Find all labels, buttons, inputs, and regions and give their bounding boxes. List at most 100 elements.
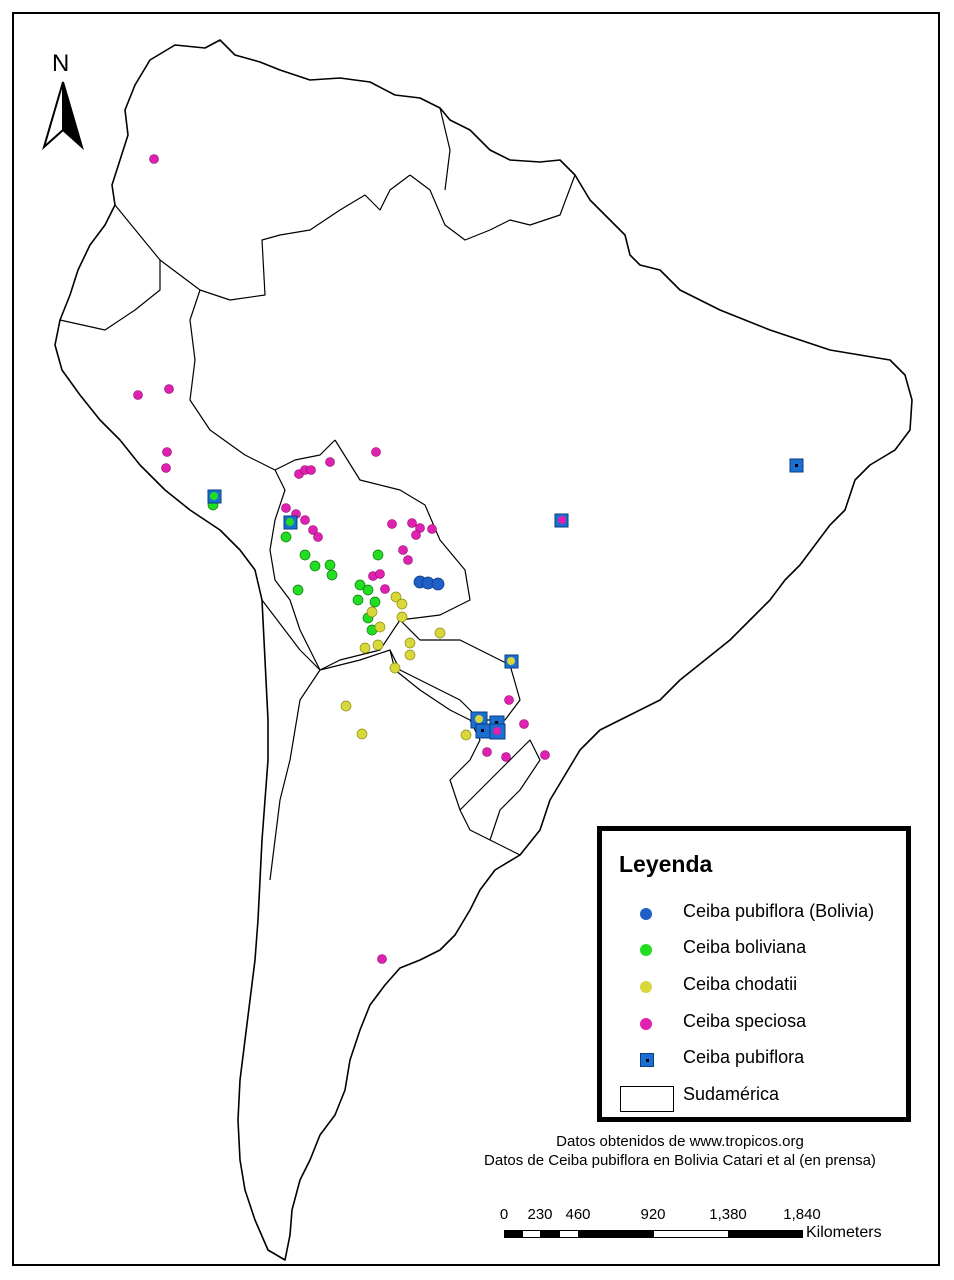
point-chodatii xyxy=(390,591,402,603)
south-america-outline xyxy=(54,39,913,1261)
credits-line-1: Datos obtenidos de www.tropicos.org xyxy=(556,1133,804,1150)
point-chodatii xyxy=(340,700,352,712)
points-ceiba-chodatii xyxy=(340,591,472,741)
point-chodatii xyxy=(404,637,416,649)
point-speciosa xyxy=(162,447,172,457)
point-speciosa xyxy=(540,750,550,760)
point-chodatii xyxy=(404,649,416,661)
square-pubiflora xyxy=(489,723,506,740)
point-pubiflora-bolivia xyxy=(431,577,445,591)
point-chodatii xyxy=(374,621,386,633)
point-chodatii xyxy=(396,611,408,623)
point-speciosa xyxy=(407,518,417,528)
point-chodatii xyxy=(356,728,368,740)
point-speciosa xyxy=(519,719,529,729)
point-speciosa xyxy=(482,747,492,757)
scale-segment xyxy=(522,1230,541,1238)
points-ceiba-speciosa xyxy=(133,154,550,964)
point-speciosa xyxy=(313,532,323,542)
point-chodatii xyxy=(359,642,371,654)
map-frame xyxy=(12,12,940,1266)
scale-unit: Kilometers xyxy=(806,1224,882,1241)
legend-title: Leyenda xyxy=(619,851,713,877)
scale-segment xyxy=(504,1230,523,1238)
legend-label: Ceiba pubiflora xyxy=(683,1047,805,1067)
square-pubiflora xyxy=(283,515,298,530)
point-chodatii xyxy=(434,627,446,639)
legend-label: Ceiba boliviana xyxy=(683,937,807,957)
point-speciosa xyxy=(149,154,159,164)
point-boliviana xyxy=(309,560,321,572)
scale-label: 920 xyxy=(640,1206,666,1223)
point-chodatii xyxy=(389,662,401,674)
scale-segment xyxy=(728,1230,803,1238)
legend-item-pubiflora-bolivia: Ceiba pubiflora (Bolivia) xyxy=(626,901,906,925)
point-speciosa xyxy=(300,515,310,525)
point-boliviana xyxy=(299,549,311,561)
points-ceiba-pubiflora xyxy=(207,458,804,740)
point-speciosa xyxy=(308,525,318,535)
blue-square-icon xyxy=(640,1053,654,1067)
point-speciosa xyxy=(375,569,385,579)
point-boliviana xyxy=(324,559,336,571)
point-boliviana xyxy=(362,584,374,596)
point-chodatii xyxy=(396,598,408,610)
point-speciosa xyxy=(411,530,421,540)
scale-label: 230 xyxy=(527,1206,553,1223)
point-speciosa xyxy=(306,465,316,475)
point-speciosa xyxy=(427,524,437,534)
point-speciosa xyxy=(164,384,174,394)
square-pubiflora xyxy=(504,654,519,669)
point-boliviana xyxy=(354,579,366,591)
legend-item-boliviana: Ceiba boliviana xyxy=(626,937,906,961)
square-pubiflora xyxy=(789,458,804,473)
legend-item-speciosa: Ceiba speciosa xyxy=(626,1011,906,1035)
scale-label: 1,840 xyxy=(783,1206,821,1223)
point-chodatii xyxy=(366,606,378,618)
point-speciosa xyxy=(387,519,397,529)
point-boliviana xyxy=(352,594,364,606)
point-speciosa xyxy=(504,695,514,705)
blue-circle-icon xyxy=(640,908,652,920)
scale-label: 460 xyxy=(565,1206,591,1223)
legend-label: Ceiba chodatii xyxy=(683,974,798,994)
scale-label: 0 xyxy=(499,1206,509,1223)
point-speciosa xyxy=(403,555,413,565)
credits: Datos obtenidos de www.tropicos.org Dato… xyxy=(400,1132,954,1170)
square-pubiflora xyxy=(207,489,222,504)
square-pubiflora xyxy=(475,723,491,739)
point-chodatii xyxy=(460,729,472,741)
points-ceiba-pubiflora-bolivia xyxy=(413,575,445,591)
point-boliviana xyxy=(372,549,384,561)
scale-segment xyxy=(540,1230,560,1238)
north-arrow-icon xyxy=(42,81,84,151)
point-boliviana xyxy=(292,584,304,596)
north-label: N xyxy=(52,50,70,77)
point-speciosa xyxy=(501,752,511,762)
legend-label: Ceiba pubiflora (Bolivia) xyxy=(683,901,875,921)
point-chodatii xyxy=(372,639,384,651)
magenta-circle-icon xyxy=(640,1018,652,1030)
credits-line-2: Datos de Ceiba pubiflora en Bolivia Cata… xyxy=(484,1152,876,1169)
point-boliviana xyxy=(369,596,381,608)
point-speciosa xyxy=(371,447,381,457)
point-speciosa xyxy=(161,463,171,473)
point-speciosa xyxy=(281,503,291,513)
country-borders xyxy=(59,107,576,881)
point-boliviana xyxy=(326,569,338,581)
square-pubiflora xyxy=(554,513,569,528)
legend-item-sudamerica: Sudamérica xyxy=(620,1084,906,1112)
green-circle-icon xyxy=(640,944,652,956)
point-speciosa xyxy=(377,954,387,964)
point-speciosa xyxy=(398,545,408,555)
scale-bar: 0 230 460 920 1,380 1,840 Kilometers xyxy=(496,1206,916,1246)
legend-label: Ceiba speciosa xyxy=(683,1011,807,1031)
scale-label: 1,380 xyxy=(709,1206,747,1223)
scale-segment xyxy=(559,1230,579,1238)
legend-item-chodatii: Ceiba chodatii xyxy=(626,974,906,998)
legend-label: Sudamérica xyxy=(683,1084,780,1104)
point-boliviana xyxy=(280,531,292,543)
point-speciosa xyxy=(325,457,335,467)
legend-item-pubiflora: Ceiba pubiflora xyxy=(626,1047,906,1071)
